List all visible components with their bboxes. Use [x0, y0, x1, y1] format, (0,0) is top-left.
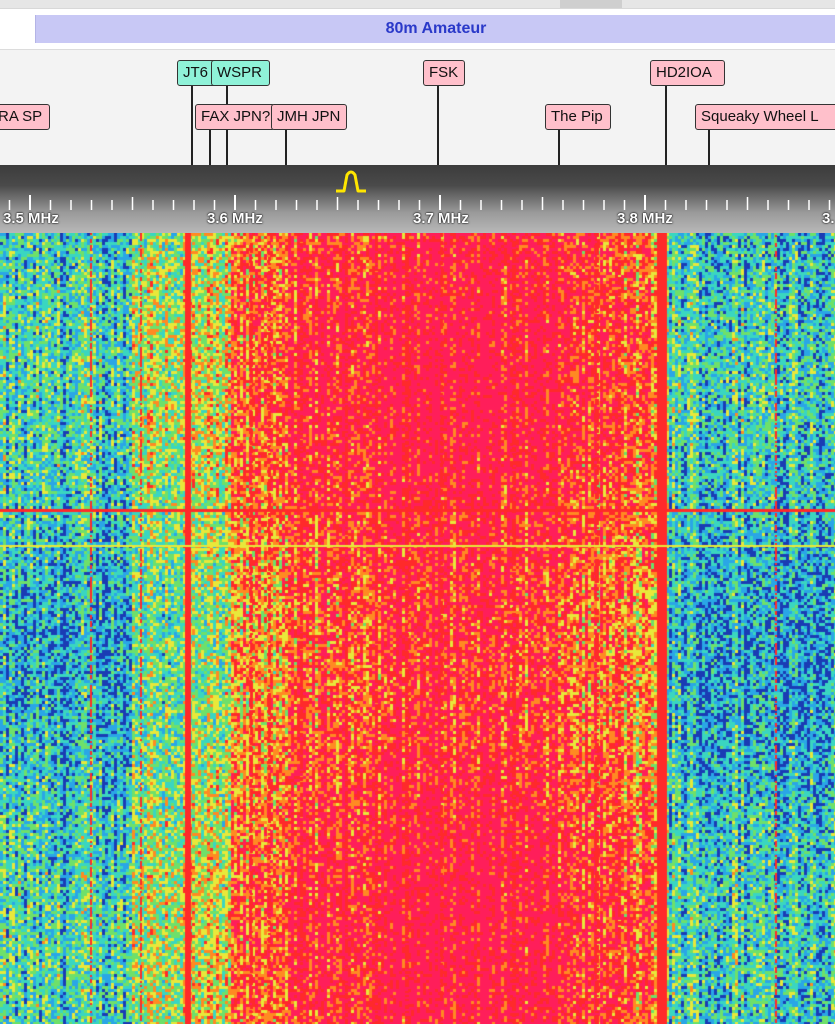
station-label-jt6[interactable]: JT6 [177, 60, 217, 86]
freq-label-3-8: 3.8 MHz [617, 210, 673, 227]
freq-label-3-5: 3.5 MHz [3, 210, 59, 227]
station-label-wspr[interactable]: WSPR [211, 60, 270, 86]
band-bar-80m[interactable]: 80m Amateur [35, 15, 835, 43]
top-strip [0, 0, 835, 9]
station-label-ra-sp[interactable]: RA SP [0, 104, 50, 130]
station-line-fsk [437, 86, 439, 165]
freq-label-3-6: 3.6 MHz [207, 210, 263, 227]
station-line-jmh [285, 130, 287, 165]
frequency-scale[interactable] [0, 165, 835, 233]
station-line-pip [558, 130, 560, 165]
station-line-jt6 [191, 86, 193, 165]
passband-marker-icon[interactable] [334, 169, 368, 193]
station-label-fsk[interactable]: FSK [423, 60, 465, 86]
station-label-jmh-jpn[interactable]: JMH JPN [271, 104, 347, 130]
station-line-hd2ioa [665, 86, 667, 165]
station-line-fax [209, 130, 211, 165]
band-name: 80m Amateur [385, 20, 487, 37]
station-label-hd2ioa[interactable]: HD2IOA [650, 60, 725, 86]
freq-label-3-9: 3. [822, 210, 835, 227]
station-line-squeaky [708, 130, 710, 165]
station-label-area: JT6 WSPR FSK HD2IOA RA SP FAX JPN? JMH J… [0, 50, 835, 165]
waterfall-canvas[interactable] [0, 233, 835, 1024]
station-label-fax-jpn[interactable]: FAX JPN? [195, 104, 275, 130]
waterfall-display[interactable] [0, 233, 835, 1024]
station-label-squeaky-wheel[interactable]: Squeaky Wheel L [695, 104, 835, 130]
freq-label-3-7: 3.7 MHz [413, 210, 469, 227]
scale-ticks [8, 195, 831, 210]
station-label-the-pip[interactable]: The Pip [545, 104, 611, 130]
top-handle[interactable] [560, 0, 622, 8]
band-row: 80m Amateur [0, 9, 835, 50]
